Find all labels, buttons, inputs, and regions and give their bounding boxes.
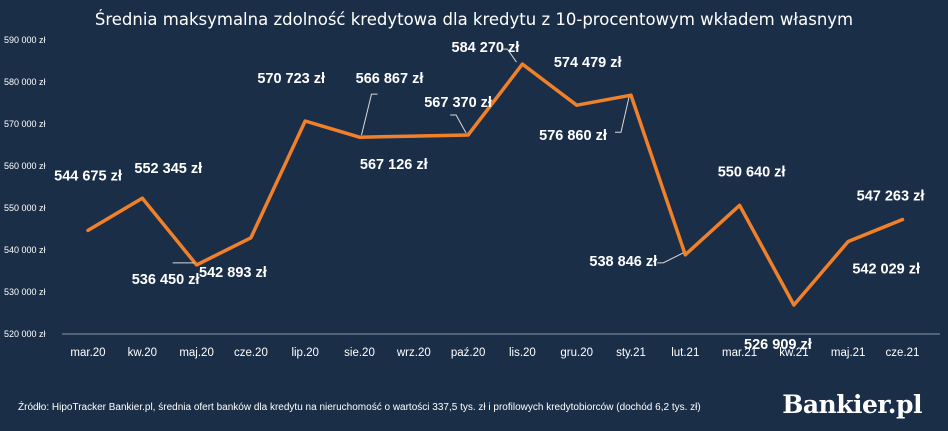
data-label: 567 370 zł (424, 95, 492, 111)
data-label: 574 479 zł (554, 55, 622, 71)
data-label: 570 723 zł (257, 71, 325, 87)
y-tick-label: 540 000 zł (4, 245, 46, 255)
x-axis: mar.20 kw.20 maj.20 cze.20 lip.20 sie.20 wrz.2… (62, 333, 940, 359)
data-label: 567 126 zł (360, 157, 428, 173)
y-tick-label: 580 000 zł (4, 77, 46, 87)
data-label: 550 640 zł (718, 164, 786, 180)
x-tick-label: cze.20 (234, 347, 268, 359)
x-tick-label: sie.20 (344, 347, 375, 359)
label-leader-line (657, 252, 684, 264)
x-tick-label: sty.21 (616, 347, 646, 359)
data-label: 566 867 zł (356, 71, 424, 87)
bankier-logo: Bankier.pl (782, 390, 922, 419)
label-leader-line (450, 114, 467, 134)
x-tick-label: lut.21 (671, 347, 699, 359)
y-tick-label: 520 000 zł (4, 329, 46, 339)
data-label: 576 860 zł (539, 128, 607, 144)
x-tick-label: lip.20 (291, 347, 319, 359)
x-tick-label: wrz.20 (396, 347, 431, 359)
label-leader-line (615, 97, 630, 133)
x-tick-label: paź.20 (451, 347, 486, 359)
source-note: Źródło: HipoTracker Bankier.pl, średnia … (18, 402, 701, 413)
y-tick-label: 560 000 zł (4, 161, 46, 171)
data-label: 544 675 zł (54, 168, 122, 184)
data-label: 542 893 zł (199, 265, 267, 281)
x-tick-label: kw.21 (779, 347, 808, 359)
series-line (86, 62, 905, 307)
y-tick-label: 530 000 zł (4, 287, 46, 297)
y-tick-label: 590 000 zł (4, 35, 46, 45)
data-label: 547 263 zł (857, 188, 925, 204)
chart-title: Średnia maksymalna zdolność kredytowa dl… (95, 10, 853, 29)
data-label: 552 345 zł (134, 161, 202, 177)
x-tick-label: cze.21 (886, 347, 920, 359)
label-leader-line (501, 48, 517, 63)
x-tick-label: kw.20 (128, 347, 157, 359)
data-labels: 544 675 zł 552 345 zł 536 450 zł 542 893 zł… (54, 40, 924, 353)
data-label: 542 029 zł (852, 261, 920, 277)
data-label: 584 270 zł (452, 40, 520, 56)
x-tick-label: mar.21 (722, 347, 757, 359)
y-tick-label: 570 000 zł (4, 119, 46, 129)
series-group (86, 62, 905, 307)
x-tick-label: maj.21 (831, 347, 866, 359)
x-tick-label: gru.20 (560, 347, 593, 359)
data-label: 538 846 zł (589, 254, 657, 270)
data-label: 536 450 zł (132, 272, 200, 288)
y-axis: 520 000 zł 530 000 zł 540 000 zł 550 000 zł… (4, 35, 46, 339)
data-label: 526 909 zł (744, 337, 812, 353)
label-leader-line (361, 93, 378, 136)
x-tick-label: maj.20 (179, 347, 214, 359)
y-tick-label: 550 000 zł (4, 203, 46, 213)
x-tick-label: lis.20 (509, 347, 536, 359)
x-tick-label: mar.20 (70, 347, 105, 359)
